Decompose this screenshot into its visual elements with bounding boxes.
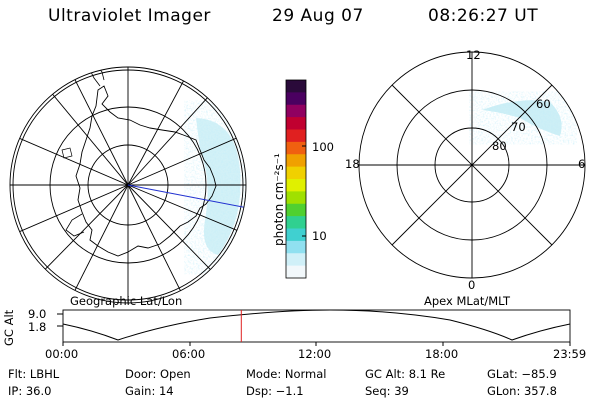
colorbar-segment <box>286 92 306 106</box>
colorbar-tick-100: 100 <box>312 140 334 154</box>
info-glon: GLon: 357.8 <box>487 384 557 398</box>
mlat-80-label: 80 <box>492 139 507 153</box>
mlt-6-label: 6 <box>578 157 586 171</box>
timeline-xtick-4: 23:59 <box>553 347 587 361</box>
info-filter: Flt: LBHL <box>8 367 60 381</box>
colorbar-segment <box>286 166 306 180</box>
colorbar-segment <box>286 216 306 229</box>
mlt-12-label: 12 <box>466 48 481 62</box>
timeline-ytick-bottom: 1.8 <box>28 320 47 334</box>
colorbar-segment <box>286 191 306 205</box>
colorbar-segment <box>286 129 306 143</box>
apex-aurora <box>478 96 568 140</box>
info-mode: Mode: Normal <box>246 367 327 381</box>
timeline-ylabel: GC Alt <box>2 309 16 346</box>
colorbar-segment <box>286 117 306 130</box>
altitude-curve <box>62 309 571 341</box>
sun-direction-line <box>127 184 246 209</box>
info-glat: GLat: −85.9 <box>487 367 557 381</box>
colorbar-segment <box>286 179 306 192</box>
colorbar-segment <box>286 154 306 168</box>
date-label: 29 Aug 07 <box>272 6 364 26</box>
colorbar-segment <box>286 240 306 254</box>
colorbar-segment <box>286 141 306 155</box>
colorbar-segment <box>286 265 306 279</box>
colorbar-segment <box>286 104 306 118</box>
info-dsp: Dsp: −1.1 <box>246 384 304 398</box>
timeline-xtick-2: 12:00 <box>298 347 332 361</box>
mlt-18-label: 18 <box>345 157 360 171</box>
timeline-xtick-3: 18:00 <box>425 347 459 361</box>
mlat-60-label: 60 <box>536 97 551 111</box>
geographic-map <box>9 66 247 304</box>
colorbar-segment <box>286 203 306 217</box>
geo-map-label: Geographic Lat/Lon <box>70 294 183 308</box>
info-seq: Seq: 39 <box>365 384 409 398</box>
mlat-70-label: 70 <box>511 120 526 134</box>
info-ip: IP: 36.0 <box>8 384 52 398</box>
colorbar <box>285 79 307 279</box>
mlt-0-label: 0 <box>468 278 476 292</box>
info-gc-alt: GC Alt: 8.1 Re <box>365 367 446 381</box>
colorbar-segment <box>286 80 306 93</box>
coastline <box>75 85 217 257</box>
apex-map <box>358 51 586 279</box>
timeline-xtick-0: 00:00 <box>45 347 79 361</box>
instrument-title: Ultraviolet Imager <box>48 6 211 26</box>
colorbar-tick-10: 10 <box>312 229 327 243</box>
info-gain: Gain: 14 <box>125 384 174 398</box>
colorbar-unit-label: photon cm⁻²s⁻¹ <box>272 153 286 246</box>
info-door: Door: Open <box>125 367 191 381</box>
apex-map-label: Apex MLat/MLT <box>424 294 511 308</box>
geo-aurora <box>190 115 246 260</box>
altitude-timeline <box>57 309 571 346</box>
timeline-ytick-top: 9.0 <box>28 307 47 321</box>
time-label: 08:26:27 UT <box>428 6 539 26</box>
colorbar-segment <box>286 253 306 267</box>
colorbar-segment <box>286 228 306 242</box>
timeline-xtick-1: 06:00 <box>172 347 206 361</box>
